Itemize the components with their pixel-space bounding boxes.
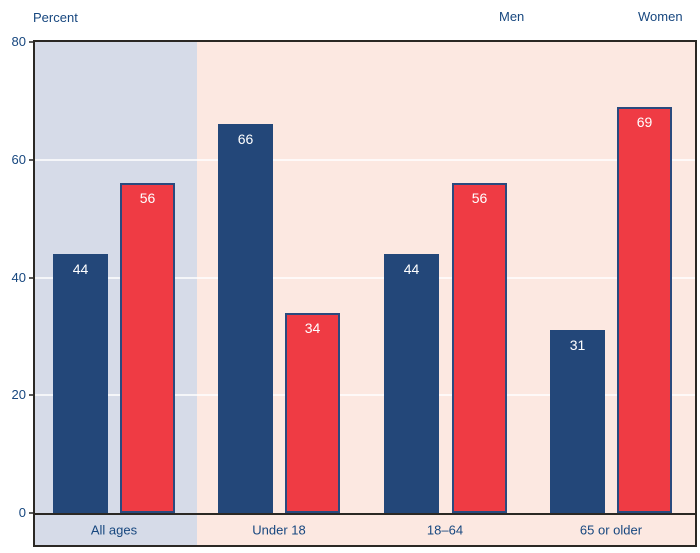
- bar-value-label: 66: [237, 131, 254, 147]
- category-label-1: Under 18: [252, 522, 306, 538]
- y-tick-label-80: 80: [11, 34, 26, 49]
- y-tick-mark-20: [29, 394, 33, 397]
- bar-value-label: 56: [471, 190, 488, 206]
- gridline-40: [35, 276, 695, 279]
- bar-women-3: 69: [617, 107, 672, 513]
- y-tick-mark-0: [29, 512, 33, 514]
- bar-value-label: 44: [72, 261, 89, 277]
- plot-area: 44 66 44 31 56 34 56 69: [35, 42, 695, 513]
- bar-value-label: 34: [304, 320, 321, 336]
- bar-women-1: 34: [285, 313, 340, 513]
- category-label-2: 18–64: [426, 522, 464, 538]
- legend-label-women: Women: [638, 9, 683, 24]
- gridline-60: [35, 158, 695, 161]
- bar-value-label: 56: [139, 190, 156, 206]
- bar-value-label: 44: [403, 261, 420, 277]
- y-tick-mark-60: [29, 158, 33, 161]
- legend-swatch-women: [572, 4, 627, 29]
- y-tick-label-20: 20: [11, 387, 26, 403]
- bar-value-label: 31: [569, 337, 586, 353]
- y-axis: 0 20 40 60 80: [0, 0, 33, 553]
- category-label-0: All ages: [90, 522, 138, 538]
- y-tick-mark-80: [29, 41, 33, 43]
- bar-men-0: 44: [53, 254, 108, 513]
- gridline-20: [35, 394, 695, 397]
- legend-swatch-men: [433, 4, 488, 29]
- bar-women-2: 56: [452, 183, 507, 513]
- y-tick-label-60: 60: [11, 151, 26, 167]
- bar-women-0: 56: [120, 183, 175, 513]
- bar-men-1: 66: [218, 124, 273, 513]
- bar-value-label: 69: [636, 114, 653, 130]
- chart-box: 44 66 44 31 56 34 56 69 All ages Under 18 18–64 65…: [33, 40, 697, 547]
- category-label-3: 65 or older: [579, 522, 643, 538]
- bar-men-2: 44: [384, 254, 439, 513]
- bar-men-3: 31: [550, 330, 605, 513]
- y-axis-unit-label: Percent: [33, 10, 78, 25]
- category-band: All ages Under 18 18–64 65 or older: [35, 513, 695, 545]
- y-tick-label-40: 40: [11, 269, 26, 285]
- band-background-all-ages: [35, 515, 197, 545]
- band-background-age-groups: [197, 515, 695, 545]
- legend-label-men: Men: [499, 9, 525, 24]
- y-tick-mark-40: [29, 276, 33, 279]
- y-tick-label-0: 0: [18, 505, 26, 520]
